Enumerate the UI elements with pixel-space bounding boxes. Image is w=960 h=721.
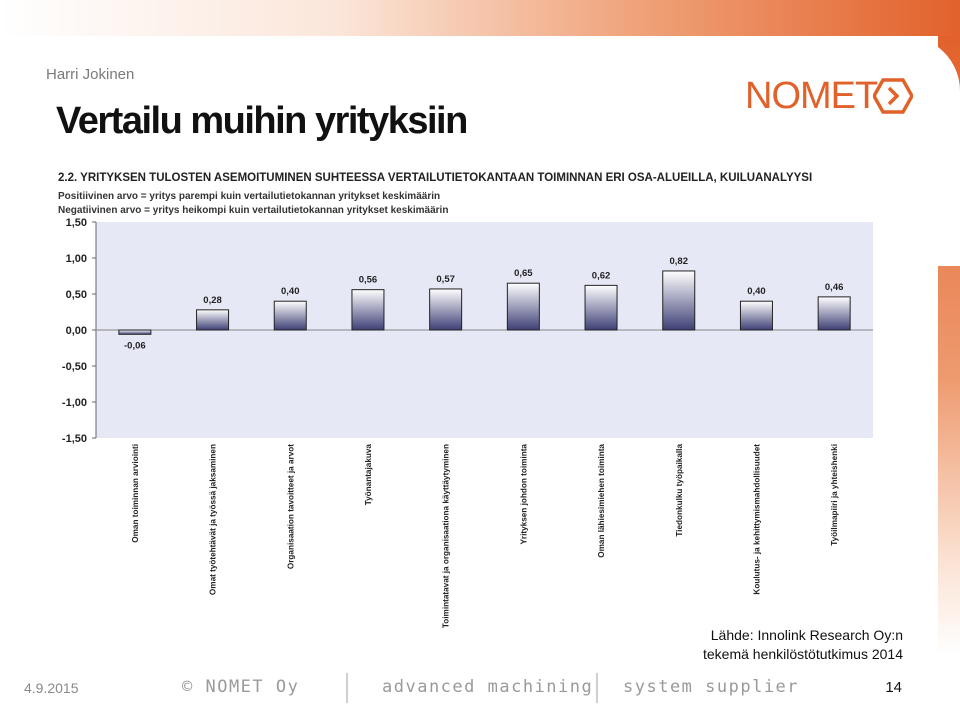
bar (662, 270, 696, 331)
bar-value-label: 0,40 (747, 286, 766, 297)
footer-divider-1 (346, 673, 348, 703)
y-tick-label: 0,00 (66, 325, 87, 337)
bar (118, 329, 152, 335)
category-label: Yrityksen johdon toiminta (519, 444, 528, 545)
bar (817, 296, 851, 331)
category-label: Toimintatavat ja organisaationa käyttäyt… (442, 444, 451, 628)
category-label: Koulutus- ja kehittymismahdollisuudet (752, 444, 761, 595)
bar-value-label: -0,06 (124, 340, 146, 351)
y-tick-label: 0,50 (66, 289, 87, 301)
footer-divider-2 (596, 673, 598, 703)
category-label: Työilmapiiri ja yhteishenki (830, 444, 839, 546)
bar-value-label: 0,65 (514, 268, 533, 279)
page-number: 14 (885, 679, 902, 696)
y-tick-label: -0,50 (62, 361, 87, 373)
author-name: Harri Jokinen (46, 66, 135, 83)
bar (351, 289, 385, 331)
category-label: Organisaation tavoitteet ja arvot (286, 444, 295, 569)
bar-value-label: 0,57 (436, 274, 455, 285)
nomet-logo: NOMET (745, 74, 915, 118)
y-tick-label: 1,50 (66, 217, 87, 229)
bar-value-label: 0,46 (825, 282, 844, 293)
y-tick-label: -1,00 (62, 397, 87, 409)
bar (196, 309, 230, 331)
slide-title: Vertailu muihin yrityksiin (56, 100, 468, 142)
chart-subheading-negative: Negatiivinen arvo = yritys heikompi kuin… (58, 205, 449, 216)
slide-corner (900, 36, 960, 266)
chart-subheading-positive: Positiivinen arvo = yritys parempi kuin … (58, 191, 441, 202)
bar-value-label: 0,82 (670, 256, 689, 267)
category-label: Omat työtehtävät ja työssä jaksaminen (209, 444, 218, 595)
bar (506, 282, 540, 331)
category-label: Tiedonkulku työpaikalla (675, 444, 684, 537)
bar-value-label: 0,62 (592, 270, 611, 281)
bar (273, 300, 307, 331)
source-line-1: Lähde: Innolink Research Oy:n (710, 627, 903, 643)
hexagon-logo-icon (873, 78, 913, 114)
chart-heading: 2.2. YRITYKSEN TULOSTEN ASEMOITUMINEN SU… (58, 172, 813, 184)
bar-value-label: 0,40 (281, 286, 300, 297)
footer-date: 4.9.2015 (24, 680, 79, 696)
bar (739, 300, 773, 331)
category-label: Oman toiminnan arviointi (131, 444, 140, 543)
category-label: Työnantajakuva (364, 444, 373, 506)
logo-wordmark: NOMET (745, 75, 878, 117)
footer-copyright: © NOMET Oy (182, 677, 300, 697)
category-label: Oman lähiesimiehen toiminta (597, 444, 606, 558)
footer-slogan-machining: advanced machining (382, 677, 594, 697)
bar-value-label: 0,56 (359, 275, 378, 286)
y-tick-label: -1,50 (62, 433, 87, 445)
bar (584, 284, 618, 331)
header-gradient-band (0, 0, 960, 36)
y-tick-label: 1,00 (66, 253, 87, 265)
bar-value-label: 0,28 (203, 295, 222, 306)
bar (429, 288, 463, 331)
source-line-2: tekemä henkilöstötutkimus 2014 (703, 646, 903, 662)
footer-slogan-supplier: system supplier (623, 677, 800, 697)
